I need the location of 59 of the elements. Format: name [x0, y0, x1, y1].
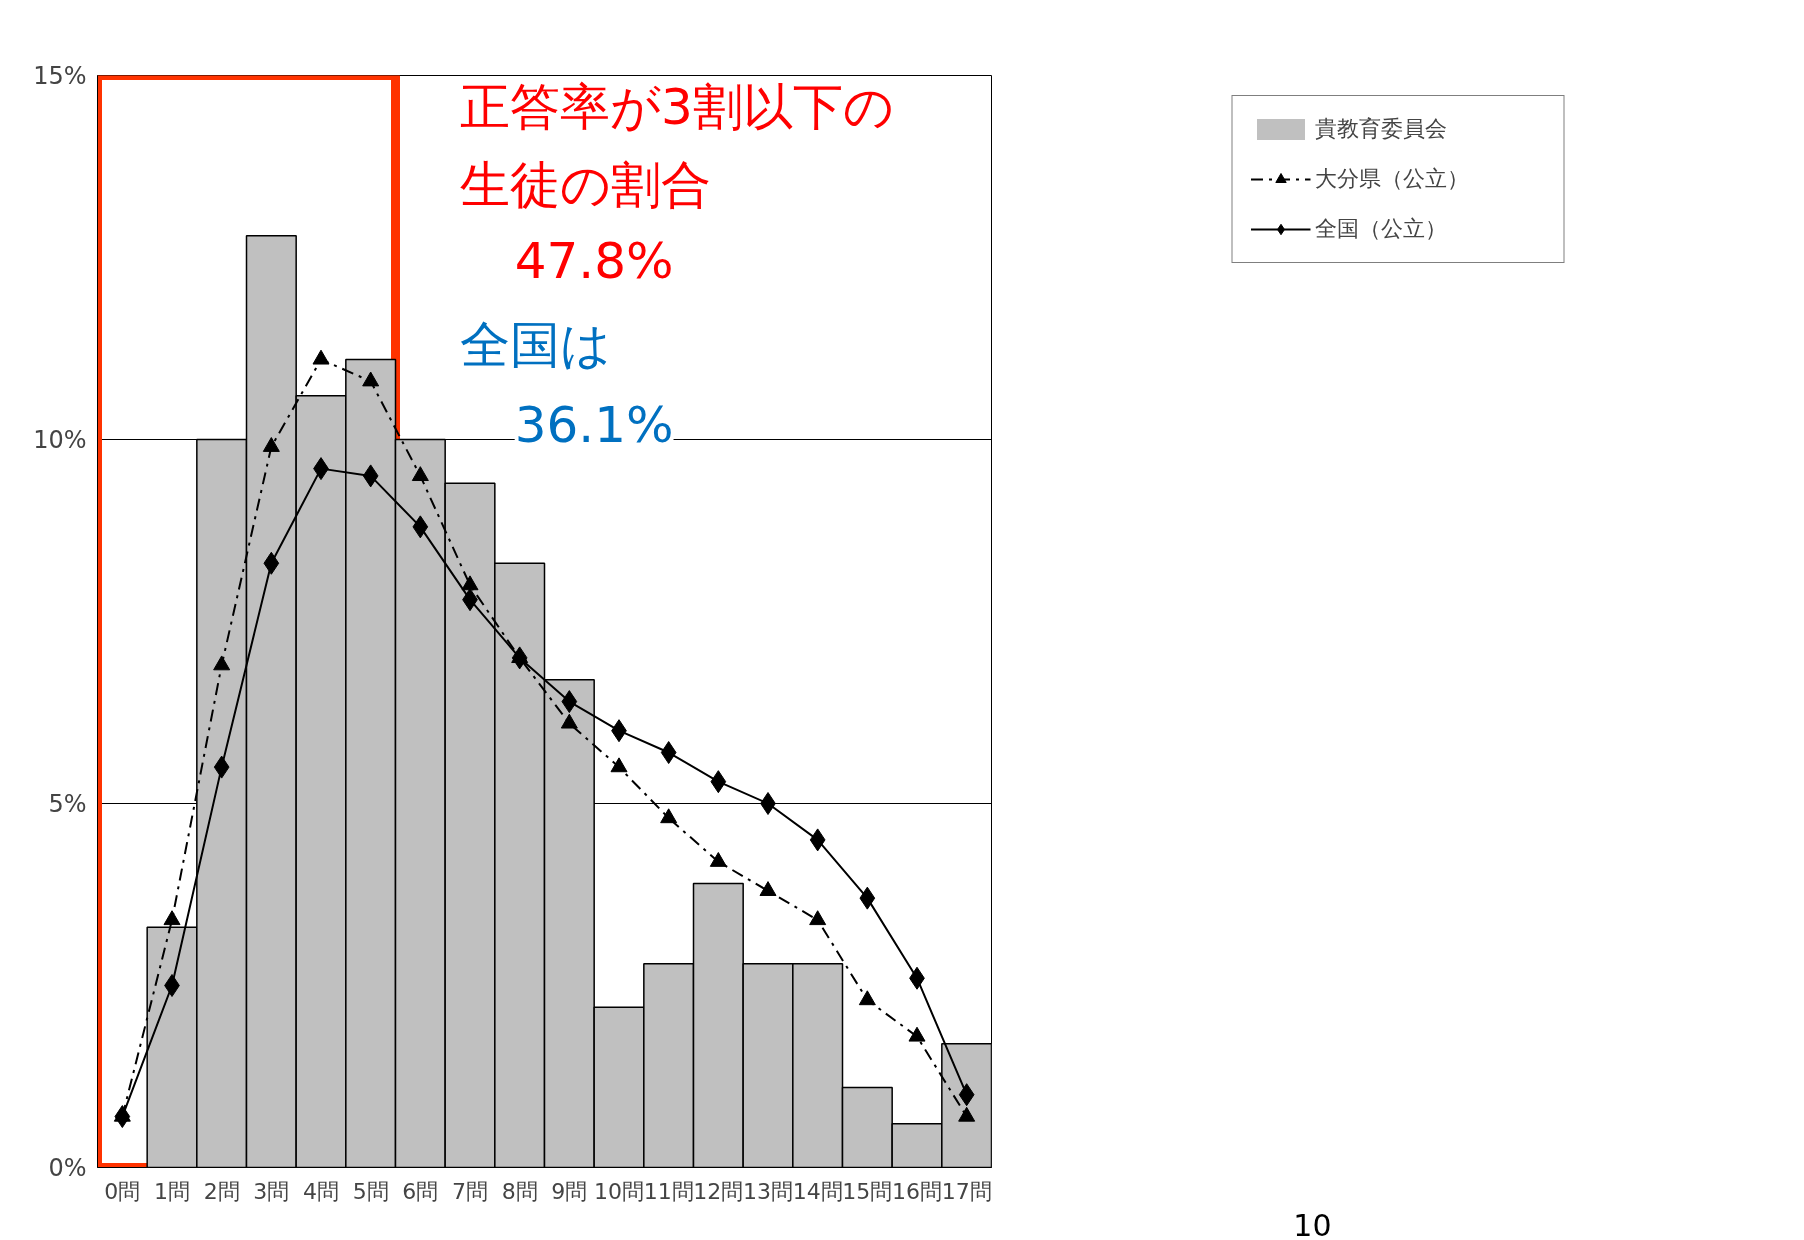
point	[163, 910, 181, 926]
point	[511, 646, 528, 670]
x-tick-label: 3問	[253, 1178, 290, 1204]
point	[461, 575, 479, 591]
point	[610, 757, 628, 773]
point	[263, 551, 280, 575]
point	[213, 655, 231, 671]
point	[411, 466, 429, 482]
point	[262, 437, 280, 452]
annotation: 47.8%	[514, 232, 674, 291]
x-tick-label: 5問	[352, 1178, 389, 1204]
point	[412, 515, 429, 539]
x-tick-label: 4問	[303, 1178, 339, 1204]
point	[660, 741, 677, 765]
y-tick-label: 5%	[48, 789, 87, 818]
x-tick-label: 8問	[501, 1178, 538, 1204]
point	[958, 1106, 976, 1122]
point	[809, 828, 826, 852]
y-tick-label: 0%	[48, 1153, 87, 1182]
annotation: 生徒の割合	[460, 155, 712, 214]
x-tick-label: 9問	[551, 1178, 588, 1204]
y-tick-label: 15%	[33, 61, 87, 90]
point	[858, 990, 876, 1006]
point	[709, 852, 727, 867]
point	[759, 881, 777, 896]
point	[710, 770, 727, 794]
y-tick-label: 10%	[33, 425, 87, 454]
x-tick-label: 12問	[693, 1178, 744, 1204]
point	[561, 690, 578, 714]
x-tick-label: 6問	[402, 1178, 439, 1204]
point	[312, 349, 330, 365]
legend-label: 大分県（公立）	[1315, 165, 1470, 193]
legend-label: 全国（公立）	[1315, 215, 1448, 243]
point	[809, 910, 827, 926]
x-tick-label: 11問	[643, 1178, 694, 1204]
legend-label: 貴教育委員会	[1315, 115, 1448, 143]
point	[114, 1105, 131, 1129]
point	[660, 808, 678, 824]
point	[213, 755, 230, 779]
x-tick-label: 0問	[104, 1178, 141, 1204]
x-tick-label: 14問	[792, 1178, 843, 1204]
point	[362, 464, 379, 488]
x-tick-label: 16問	[892, 1178, 942, 1204]
x-tick-label: 2問	[203, 1178, 240, 1204]
point	[560, 713, 578, 729]
x-tick-label: 10問	[594, 1178, 644, 1204]
x-tick-label: 7問	[452, 1178, 488, 1204]
annotation: 正答率が3割以下の	[460, 77, 894, 136]
x-tick-label: 13問	[743, 1178, 793, 1204]
x-tick-label: 15問	[842, 1178, 893, 1204]
point	[859, 886, 876, 910]
text: 10	[1293, 1207, 1332, 1240]
point	[362, 371, 380, 387]
annotation: 36.1%	[514, 395, 674, 454]
point	[958, 1083, 975, 1107]
x-tick-label: 17問	[941, 1178, 992, 1204]
x-tick-label: 1問	[154, 1178, 190, 1204]
point	[908, 1026, 926, 1042]
annotation: 全国は	[460, 315, 612, 374]
